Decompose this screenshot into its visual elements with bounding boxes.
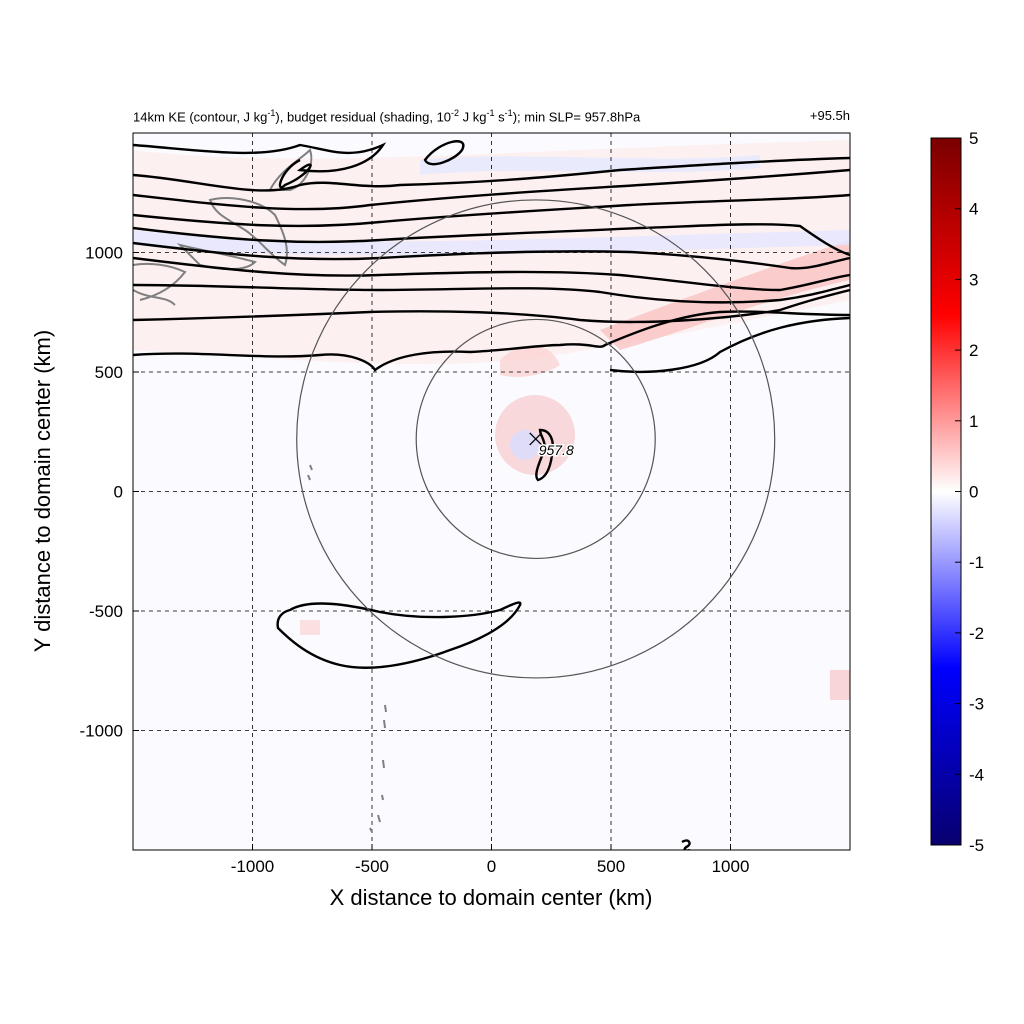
contour-north-1 <box>133 142 387 189</box>
contour-jet-7 <box>133 288 850 324</box>
storm-center-x-icon <box>529 432 543 446</box>
y-axis-label: Y distance to domain center (km) <box>30 330 55 652</box>
coastline-china <box>133 289 176 306</box>
x-axis-ticks: -1000 -500 0 500 1000 <box>231 844 750 876</box>
colorbar-tick-label: 5 <box>969 129 978 148</box>
contour-north-2 <box>133 156 850 192</box>
plot-title: 14km KE (contour, J kg-1), budget residu… <box>133 108 640 124</box>
colorbar-tick-label: -2 <box>969 624 984 643</box>
radius-rings <box>296 199 776 679</box>
jet-negative-streak <box>133 230 850 256</box>
contour-jet-5 <box>133 256 850 292</box>
storm-min-slp-label: 957.8 <box>539 442 574 458</box>
contour-jet-1 <box>133 168 850 211</box>
ring-1000km <box>296 199 776 679</box>
colorbar-tick-label: -4 <box>969 765 984 784</box>
storm-north-shading <box>500 345 560 377</box>
title-sup-1: -1 <box>267 108 276 118</box>
coastline-island-chain <box>369 704 387 833</box>
title-sup-2: -2 <box>451 108 460 118</box>
contour-jet-6 <box>133 283 850 304</box>
y-tick-label: 1000 <box>85 244 123 263</box>
storm-center-marker: 957.8 <box>529 432 575 459</box>
x-tick-label: -500 <box>355 857 389 876</box>
colorbar-tick-label: 3 <box>969 270 978 289</box>
contour-jet-8 <box>133 310 850 372</box>
south-shading-spot <box>300 620 320 635</box>
title-text-5: ); min SLP= 957.8hPa <box>512 109 641 125</box>
colorbar-tick-label: 0 <box>969 483 978 502</box>
contour-jet-2 <box>133 193 850 228</box>
y-axis-ticks: -1000 -500 0 500 1000 <box>80 244 139 741</box>
y-tick-label: -1000 <box>80 722 123 741</box>
coastline-small-islands <box>307 464 313 481</box>
title-text-4: s <box>494 109 505 125</box>
x-tick-label: 1000 <box>712 857 750 876</box>
colorbar-tick-label: 4 <box>969 200 978 219</box>
y-tick-label: -500 <box>89 602 123 621</box>
time-label: +95.5h <box>809 108 850 123</box>
contour-jet-3 <box>133 223 850 257</box>
colorbar-ticks: 5 4 3 2 1 0 -1 -2 -3 -4 -5 <box>955 129 984 855</box>
contour-storm-core <box>535 428 554 482</box>
y-tick-label: 500 <box>95 363 123 382</box>
contour-south-closed <box>276 601 522 669</box>
title-sup-3: -1 <box>486 108 495 118</box>
ring-500km <box>415 318 656 560</box>
title-sup-4: -1 <box>504 108 513 118</box>
storm-negative-shading <box>510 430 540 460</box>
contour-jet-9 <box>609 316 850 373</box>
colorbar-tick-label: 2 <box>969 341 978 360</box>
coastline-korea <box>133 262 187 301</box>
colorbar-tick-label: -1 <box>969 553 984 572</box>
contour-jet-4 <box>133 241 850 270</box>
x-tick-label: 0 <box>487 857 496 876</box>
x-axis-label: X distance to domain center (km) <box>330 885 653 910</box>
contour-closed-north <box>423 140 465 166</box>
y-tick-label: 0 <box>114 483 123 502</box>
colorbar-tick-label: -3 <box>969 695 984 714</box>
x-tick-label: 500 <box>597 857 625 876</box>
colorbar-tick-label: -5 <box>969 836 984 855</box>
title-text-2: ), budget residual (shading, 10 <box>275 109 452 125</box>
east-shading-spot <box>830 670 850 700</box>
title-text-3: J kg <box>459 109 487 125</box>
title-text-1: 14km KE (contour, J kg <box>133 109 268 125</box>
contour-bottom-small <box>681 839 691 850</box>
x-tick-label: -1000 <box>231 857 274 876</box>
colorbar-tick-label: 1 <box>969 412 978 431</box>
upper-negative-streak <box>420 155 760 175</box>
ke-contours <box>133 140 850 850</box>
